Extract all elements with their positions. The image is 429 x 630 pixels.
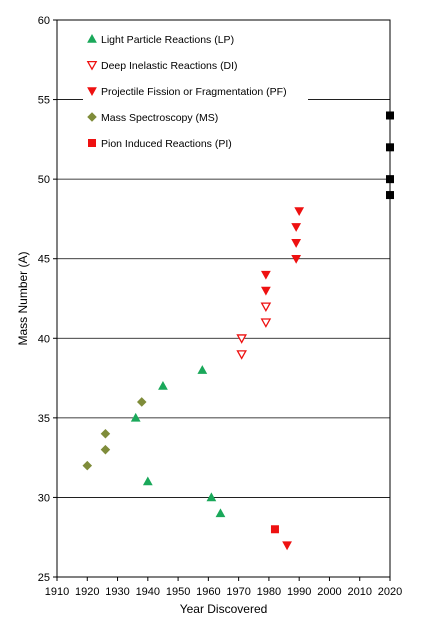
- data-point-series-2: [282, 541, 292, 551]
- y-tick-label: 50: [38, 174, 50, 186]
- legend: Light Particle Reactions (LP) Deep Inelas…: [83, 26, 308, 156]
- x-tick-label: 2020: [378, 586, 402, 598]
- x-tick-label: 1940: [136, 586, 160, 598]
- data-point-series-0: [197, 365, 208, 374]
- plot-frame: [56, 19, 391, 578]
- data-point-series-3: [136, 397, 147, 407]
- y-tick-label: 60: [38, 15, 50, 27]
- x-tick-label: 1920: [75, 586, 99, 598]
- data-point-series-2: [291, 239, 302, 248]
- legend-entry-label: Pion Induced Reactions (PI): [101, 138, 232, 150]
- legend-entry-label: Projectile Fission or Fragmentation (PF): [101, 86, 287, 98]
- legend-marker: [88, 138, 97, 147]
- x-tick-label: 1910: [45, 586, 69, 598]
- legend-entry-label: Light Particle Reactions (LP): [101, 34, 234, 46]
- x-tick-label: 1950: [166, 586, 190, 598]
- legend-marker: [87, 112, 97, 122]
- data-point-series-3: [100, 444, 111, 455]
- data-point-series-0: [130, 412, 141, 422]
- data-point-series-1: [236, 350, 247, 360]
- x-tick-label: 1930: [105, 586, 129, 598]
- legend-background: [83, 26, 308, 156]
- x-tick-label: 1960: [196, 586, 220, 598]
- y-tick-label: 45: [38, 254, 50, 266]
- data-point-series-2: [261, 270, 271, 280]
- data-point-series-0: [158, 381, 168, 390]
- data-point-series-3: [100, 429, 111, 439]
- y-tick-label: 25: [38, 572, 50, 584]
- y-tick-label: 30: [38, 492, 50, 504]
- data-point-series-2: [261, 286, 271, 296]
- data-point-series-0: [142, 476, 153, 486]
- data-point-series-1: [260, 318, 272, 328]
- legend-marker: [86, 60, 98, 71]
- y-tick-label: 35: [38, 413, 50, 425]
- x-tick-label: 1980: [257, 586, 281, 598]
- data-point-series-2: [291, 254, 302, 264]
- data-points: [82, 111, 394, 551]
- data-point-series-1: [236, 334, 247, 344]
- data-point-series-2: [291, 223, 302, 232]
- legend-entry-label: Mass Spectroscopy (MS): [101, 112, 218, 124]
- gridlines: [57, 99, 390, 498]
- data-point-series-3: [82, 460, 93, 471]
- axis-ticks: 25 30 35 40 45 50 55 60 1910 1920 1930 1940 1950 1960…: [38, 15, 402, 598]
- legend-marker: [87, 87, 97, 97]
- x-tick-label: 2010: [347, 586, 371, 598]
- data-point-series-5: [385, 191, 394, 200]
- x-axis-label: Year Discovered: [180, 602, 268, 616]
- data-point-series-5: [385, 143, 394, 152]
- x-tick-label: 1990: [287, 586, 311, 598]
- data-point-series-1: [260, 302, 272, 312]
- legend-marker: [87, 33, 97, 43]
- data-point-series-5: [385, 175, 394, 184]
- data-point-series-0: [206, 492, 217, 502]
- y-tick-label: 40: [38, 333, 50, 345]
- y-tick-label: 55: [38, 95, 50, 107]
- y-axis-label: Mass Number (A): [16, 251, 30, 345]
- data-point-series-4: [270, 525, 279, 534]
- data-point-series-5: [385, 111, 394, 120]
- data-point-series-0: [215, 508, 226, 518]
- x-tick-label: 1970: [226, 586, 250, 598]
- x-tick-label: 2000: [317, 586, 341, 598]
- legend-entry-label: Deep Inelastic Reactions (DI): [101, 60, 238, 72]
- data-point-series-2: [294, 207, 305, 216]
